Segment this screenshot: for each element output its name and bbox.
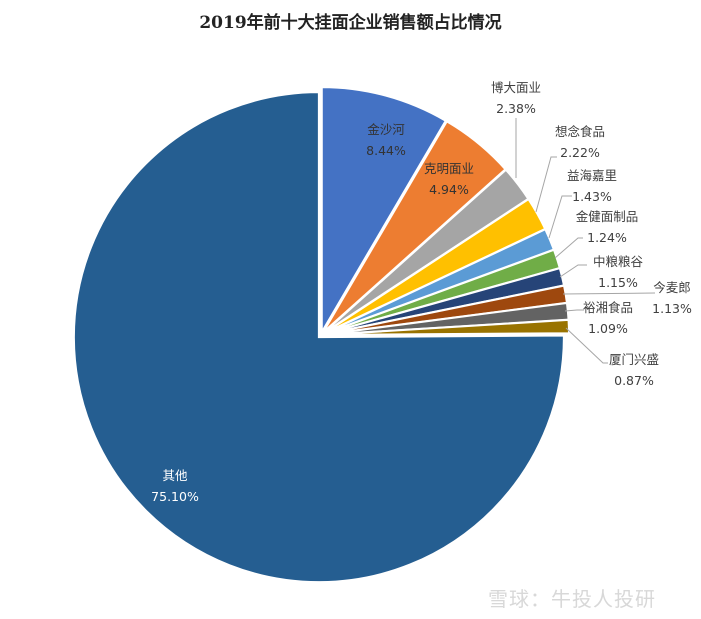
slice-percent: 1.15% <box>598 275 638 290</box>
data-label-9: 厦门兴盛 0.87% <box>609 349 659 391</box>
slice-name: 裕湘食品 <box>582 300 634 315</box>
slice-percent: 1.43% <box>572 189 612 204</box>
pie-slice-9 <box>323 318 570 336</box>
slice-percent: 75.10% <box>151 489 199 504</box>
slice-name: 今麦郎 <box>653 280 691 295</box>
slice-name: 厦门兴盛 <box>608 352 660 367</box>
data-label-2: 博大面业 2.38% <box>491 77 541 119</box>
data-label-5: 金健面制品 1.24% <box>576 206 639 248</box>
data-label-6: 中粮粮谷 1.15% <box>593 251 643 293</box>
slice-percent: 1.24% <box>587 230 627 245</box>
slice-name: 其他 <box>162 468 188 483</box>
leader-line-3 <box>535 156 557 213</box>
pie-slice-0 <box>320 86 448 336</box>
leader-line-4 <box>548 195 572 239</box>
slice-name: 益海嘉里 <box>566 168 618 183</box>
slice-name: 博大面业 <box>490 80 542 95</box>
slice-percent: 2.38% <box>496 101 536 116</box>
leader-line-7 <box>562 292 656 295</box>
slice-percent: 1.09% <box>588 321 628 336</box>
leader-line-8 <box>564 309 584 312</box>
slice-percent: 8.44% <box>366 143 406 158</box>
slice-name: 金沙河 <box>367 122 405 137</box>
data-label-4: 益海嘉里 1.43% <box>567 165 617 207</box>
data-label-10: 其他 75.10% <box>151 465 199 507</box>
watermark: 雪球：牛投人投研 <box>488 587 656 611</box>
data-label-7: 今麦郎 1.13% <box>652 277 692 319</box>
slice-name: 中粮粮谷 <box>592 254 644 269</box>
data-label-1: 克明面业 4.94% <box>424 158 474 200</box>
slice-name: 金健面制品 <box>575 209 639 224</box>
leader-line-9 <box>565 327 608 364</box>
slice-percent: 1.13% <box>652 301 692 316</box>
slice-name: 想念食品 <box>554 124 606 139</box>
chart-title: 2019年前十大挂面企业销售额占比情况 <box>199 13 502 33</box>
leader-line-5 <box>554 237 583 259</box>
pie-slice-10 <box>72 91 565 584</box>
slice-percent: 2.22% <box>560 145 600 160</box>
data-label-3: 想念食品 2.22% <box>555 121 605 163</box>
slice-percent: 4.94% <box>429 182 469 197</box>
data-label-8: 裕湘食品 1.09% <box>583 297 633 339</box>
slice-percent: 0.87% <box>614 373 654 388</box>
slice-name: 克明面业 <box>423 161 475 176</box>
data-label-0: 金沙河 8.44% <box>366 119 406 161</box>
leader-line-6 <box>559 264 587 278</box>
